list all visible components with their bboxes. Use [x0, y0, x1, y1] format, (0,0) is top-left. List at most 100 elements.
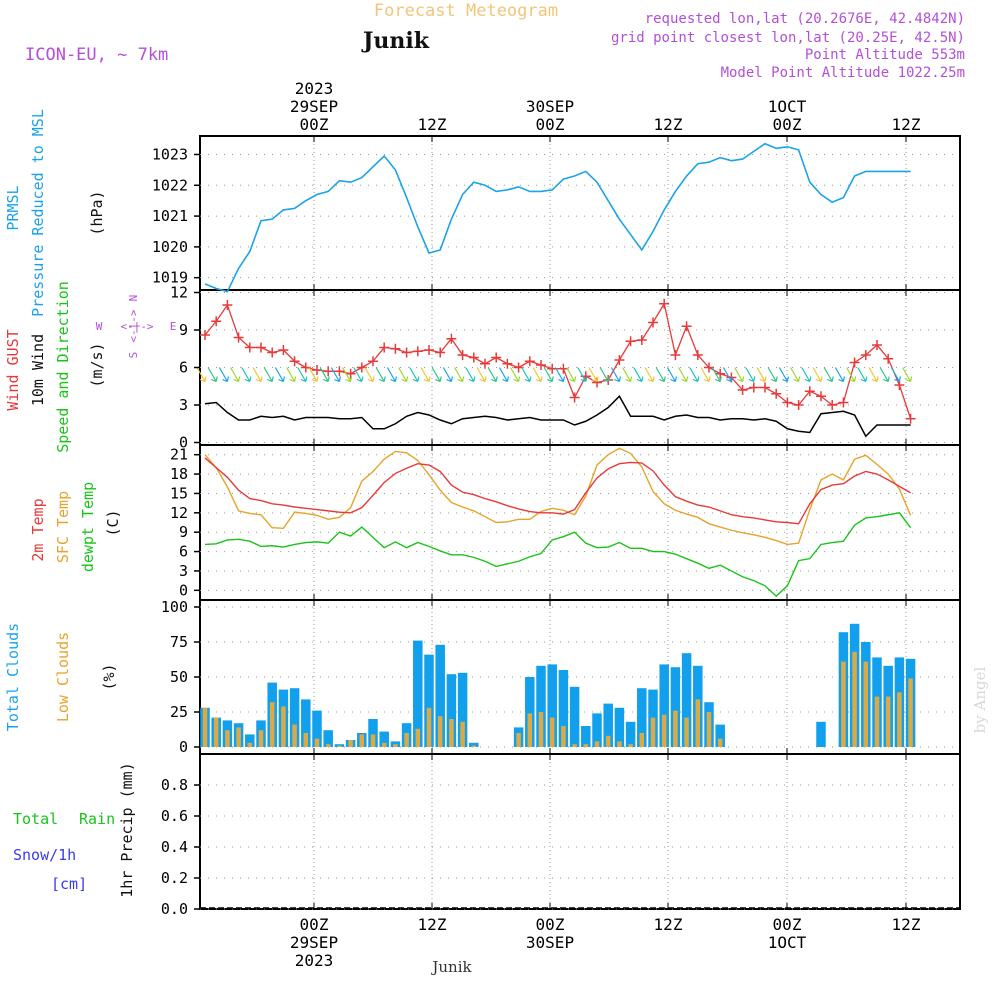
y-tick-label: 0	[179, 434, 188, 452]
wind-arrow	[767, 367, 778, 383]
x-bottom-label: 00Z	[536, 915, 565, 934]
total-cloud-bar	[312, 710, 322, 747]
low-cloud-bar	[874, 696, 880, 747]
wind-arrow	[196, 367, 207, 383]
total-cloud-bar	[469, 742, 479, 747]
wind-arrow	[599, 367, 610, 383]
wind-arrow	[386, 367, 397, 383]
gust-point	[256, 342, 266, 353]
gust-point	[625, 336, 636, 347]
temp-label-2: SFC Temp	[54, 491, 72, 563]
wind-arrow	[566, 367, 577, 383]
y-tick-label: 75	[170, 633, 188, 651]
low-cloud-bar	[561, 726, 566, 747]
x-bottom-label: 29SEP	[290, 933, 338, 952]
total-cloud-bar	[435, 644, 445, 747]
total-cloud-bar	[625, 721, 636, 747]
y-tick-label: 15	[170, 484, 188, 502]
wind-arrow	[577, 367, 588, 383]
gust-point	[424, 345, 434, 355]
low-cloud-bar	[303, 733, 309, 747]
low-cloud-bar	[908, 678, 913, 747]
gust-point	[435, 347, 446, 358]
wind-arrow	[364, 367, 375, 383]
wind-arrow	[274, 367, 285, 383]
wind-arrow	[722, 367, 733, 383]
wind-arrow	[431, 367, 442, 383]
dewpt-line	[204, 512, 912, 598]
gust-point	[894, 380, 905, 390]
low-cloud-bar	[717, 738, 723, 747]
y-tick-label: 1022	[152, 176, 188, 194]
wind-arrow	[734, 367, 745, 383]
total-cloud-bar	[379, 731, 389, 747]
panel-frame	[199, 753, 961, 910]
low-cloud-bar	[673, 710, 678, 747]
grid-layer	[199, 135, 961, 910]
gust-point	[480, 358, 490, 369]
wind-arrow	[700, 367, 711, 383]
y-tick-label: 1023	[152, 145, 188, 163]
y-tick-label: 0.0	[161, 900, 188, 918]
gust-point	[323, 366, 334, 377]
gust-point	[849, 357, 860, 368]
x-top-label: 30SEP	[526, 97, 574, 116]
wind-arrow	[890, 367, 901, 383]
wind-arrow	[543, 367, 554, 383]
pressure-label-1: PRMSL	[4, 185, 22, 230]
gust-point	[457, 350, 468, 360]
temp-label-1: 2m Temp	[29, 498, 47, 561]
precip-unit: 1hr Precip (mm)	[118, 762, 136, 897]
model-point-altitude: Model Point Altitude 1022.25m	[721, 65, 965, 81]
x-bottom-label: 00Z	[773, 915, 802, 934]
x-top-label: 12Z	[892, 115, 921, 134]
wind-arrow	[420, 367, 431, 383]
y-tick-label: 1021	[152, 207, 188, 225]
low-cloud-bar	[897, 692, 902, 747]
low-cloud-bar	[605, 735, 611, 747]
wind-label-3: Speed and Direction	[54, 281, 72, 453]
wind-arrow	[666, 367, 677, 383]
pressure-unit: (hPa)	[88, 190, 106, 235]
gust-point	[233, 332, 244, 343]
total-cloud-bar	[424, 654, 434, 747]
gust-point	[883, 353, 894, 364]
t2m-line	[204, 457, 911, 525]
total-cloud-bar	[592, 713, 602, 747]
low-cloud-bar	[236, 727, 241, 747]
wind-line	[204, 395, 911, 438]
low-cloud-bar	[527, 713, 533, 747]
wind-arrow	[409, 367, 420, 383]
y-tick-label: 0.6	[161, 807, 188, 825]
wind-arrow	[342, 367, 353, 383]
y-tick-label: 18	[170, 465, 188, 483]
low-cloud-bar	[650, 717, 656, 747]
wind-arrow	[823, 367, 834, 383]
wind-arrow	[644, 367, 655, 383]
gust-point	[368, 356, 378, 367]
low-cloud-bar	[538, 712, 544, 747]
gust-point	[793, 400, 804, 410]
wind-arrow	[330, 367, 341, 383]
wind-arrow	[263, 367, 274, 383]
low-cloud-bar	[359, 734, 365, 747]
point-altitude: Point Altitude 553m	[805, 47, 965, 63]
wind-arrow	[442, 367, 453, 383]
y-tick-label: 12	[170, 284, 188, 302]
wind-unit: (m/s)	[88, 342, 106, 387]
wind-arrow	[454, 367, 465, 383]
x-top-label: 29SEP	[290, 97, 338, 116]
location-title: Junik	[361, 28, 430, 54]
low-cloud-bar	[426, 707, 432, 747]
low-cloud-bar	[348, 740, 353, 747]
gust-point	[636, 335, 647, 345]
wind-arrow	[532, 367, 543, 383]
pressure-label-2: Pressure Reduced to MSL	[29, 109, 47, 317]
total-cloud-bar	[413, 640, 423, 747]
compass-horizontal: <-|->	[120, 320, 153, 333]
y-tick-label: 12	[170, 504, 188, 522]
y-tick-label: 1019	[152, 269, 188, 287]
y-tick-label: 0.4	[161, 838, 188, 856]
wind-arrow	[745, 367, 756, 383]
